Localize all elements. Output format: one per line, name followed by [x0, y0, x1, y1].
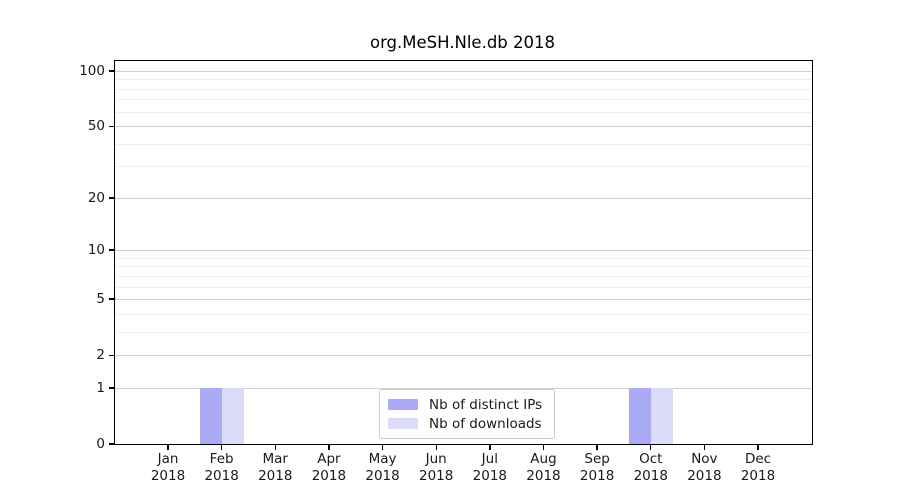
- y-axis-tick-label: 50: [87, 118, 105, 135]
- grid-line-minor: [115, 331, 812, 333]
- legend: Nb of distinct IPs Nb of downloads: [379, 389, 555, 439]
- y-tick-mark: [108, 354, 114, 356]
- bar-nb-of-downloads: [221, 387, 244, 444]
- x-axis-year-label: 2018: [579, 468, 615, 484]
- x-tick-mark: [650, 445, 652, 451]
- grid-line-major: [115, 71, 812, 72]
- x-axis-year-label: 2018: [472, 468, 507, 484]
- x-tick-mark: [703, 445, 706, 451]
- legend-swatch: [388, 399, 418, 410]
- y-tick-mark: [108, 125, 114, 127]
- x-axis-tick-label: Feb 2018: [190, 451, 254, 485]
- x-tick-mark: [381, 445, 384, 451]
- grid-line-minor: [115, 99, 812, 101]
- x-axis-year-label: 2018: [633, 468, 668, 484]
- y-axis-tick-label: 1: [96, 379, 105, 396]
- x-axis-year-label: 2018: [204, 468, 239, 484]
- x-tick-mark: [489, 445, 491, 451]
- x-tick-mark: [274, 445, 276, 451]
- x-tick-mark: [220, 445, 223, 451]
- x-axis-tick-label: Nov 2018: [672, 451, 736, 485]
- legend-swatch: [388, 418, 418, 429]
- legend-item: Nb of downloads: [388, 416, 546, 432]
- bar-nb-of-downloads: [650, 387, 673, 444]
- y-tick-mark: [108, 387, 114, 389]
- grid-line-major: [115, 197, 812, 199]
- grid-line-minor: [115, 313, 812, 315]
- x-tick-mark: [435, 445, 437, 451]
- y-tick-mark: [108, 70, 114, 72]
- x-axis-tick-label: Dec 2018: [726, 451, 790, 485]
- y-axis-tick-label: 20: [87, 189, 105, 206]
- x-axis-tick-label: Jul 2018: [458, 451, 522, 485]
- legend-label: Nb of downloads: [429, 415, 542, 432]
- x-axis-tick-label: May 2018: [351, 451, 415, 485]
- x-axis-year-label: 2018: [150, 468, 186, 484]
- x-axis-tick-label: Sep 2018: [565, 451, 629, 485]
- y-tick-mark: [108, 443, 114, 445]
- plot-area: 0 1 2 5 10 20 50 100 Jan 2018 Feb 2018 Mar 2018 Apr 201…: [79, 60, 813, 484]
- x-axis-year-label: 2018: [687, 468, 722, 484]
- x-axis-year-label: 2018: [419, 468, 454, 484]
- y-axis-tick-label: 0: [96, 436, 105, 452]
- x-axis-year-label: 2018: [526, 468, 561, 484]
- bar-nb-of-distinct-ips: [628, 387, 651, 444]
- x-axis-year-label: 2018: [258, 468, 293, 484]
- x-axis-tick-label: Mar 2018: [243, 451, 307, 485]
- x-axis-year-label: 2018: [740, 468, 776, 484]
- grid-line-minor: [115, 275, 812, 277]
- y-tick-mark: [108, 197, 114, 199]
- x-axis-tick-label: Oct 2018: [619, 451, 683, 485]
- grid-line-minor: [115, 143, 812, 145]
- y-axis-tick-label: 5: [96, 291, 105, 308]
- x-tick-mark: [757, 445, 759, 451]
- grid-line-major: [115, 387, 812, 389]
- x-tick-mark: [542, 445, 545, 451]
- chart-title: org.MeSH.Nle.db 2018: [369, 33, 556, 52]
- bar-nb-of-distinct-ips: [199, 387, 222, 444]
- x-axis-tick-label: Aug 2018: [511, 451, 575, 485]
- legend-item: Nb of distinct IPs: [388, 397, 546, 413]
- x-axis-tick-label: Jan 2018: [136, 451, 200, 485]
- x-axis-year-label: 2018: [311, 468, 347, 484]
- x-tick-mark: [167, 445, 169, 451]
- grid-line-major: [115, 250, 812, 252]
- grid-line-minor: [115, 266, 812, 268]
- y-axis-tick-label: 10: [87, 242, 105, 259]
- x-axis-year-label: 2018: [365, 468, 400, 484]
- y-tick-mark: [108, 298, 114, 300]
- grid-line-major: [115, 355, 812, 357]
- x-tick-mark: [596, 445, 598, 451]
- grid-line-major: [115, 299, 812, 301]
- grid-line-minor: [115, 88, 812, 90]
- grid-line-minor: [115, 257, 812, 259]
- grid-line-minor: [115, 111, 812, 113]
- y-tick-mark: [108, 249, 114, 251]
- x-axis-tick-label: Jun 2018: [404, 451, 468, 485]
- grid-line-minor: [115, 166, 812, 168]
- y-axis-tick-label: 100: [79, 63, 105, 79]
- y-axis-tick-label: 2: [96, 347, 105, 364]
- grid-line-minor: [115, 79, 812, 81]
- legend-label: Nb of distinct IPs: [429, 396, 543, 413]
- grid-line-minor: [115, 286, 812, 288]
- x-axis-tick-label: Apr 2018: [297, 451, 361, 485]
- x-tick-mark: [328, 445, 330, 451]
- grid-line-major: [115, 126, 812, 128]
